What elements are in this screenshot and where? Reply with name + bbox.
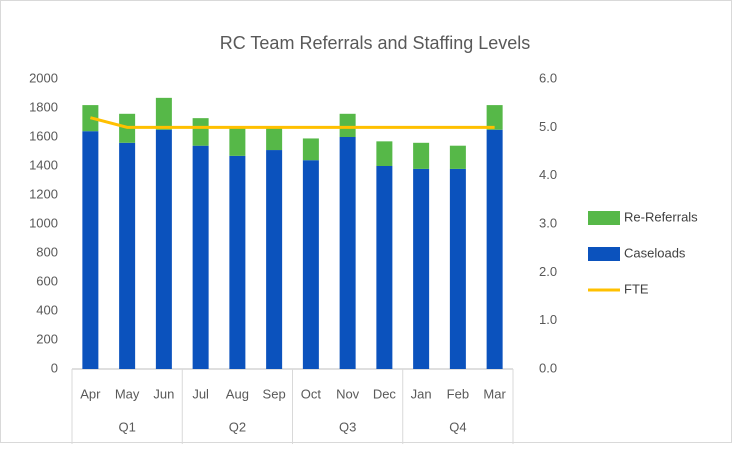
bar-segment [449,145,466,169]
y-tick-label: 1800 [29,99,58,114]
bar-segment [339,137,356,369]
y2-tick-label: 0.0 [539,360,557,375]
y2-tick-label: 3.0 [539,215,557,230]
y2-tick-label: 6.0 [539,70,557,85]
x-tick-label: Apr [80,386,101,401]
y2-tick-label: 5.0 [539,119,557,134]
bar-segment [82,131,99,369]
x-tick-label: Jul [192,386,209,401]
y-tick-label: 0 [51,360,58,375]
y-tick-label: 200 [36,331,58,346]
y2-tick-label: 4.0 [539,167,557,182]
x-tick-label: Oct [301,386,322,401]
bar-segment [413,168,430,369]
x-tick-label: Jun [153,386,174,401]
bar-segment [119,142,136,369]
bar-segment [486,105,503,130]
x-tick-label: May [115,386,140,401]
group-label: Q1 [118,419,135,434]
bar-segment [192,118,209,146]
chart-title: RC Team Referrals and Staffing Levels [220,33,531,53]
bar-segment [229,155,246,369]
bar-segment [266,150,283,369]
y-tick-label: 800 [36,244,58,259]
y-tick-label: 1600 [29,128,58,143]
y-tick-label: 2000 [29,70,58,85]
x-tick-label: Nov [336,386,360,401]
y-tick-label: 400 [36,302,58,317]
bar-segment [229,128,246,156]
bar-segment [155,97,172,130]
bar-segment [486,129,503,369]
y-tick-label: 1000 [29,215,58,230]
legend-swatch [588,211,620,225]
x-tick-label: Jan [411,386,432,401]
group-label: Q4 [449,419,466,434]
bar-segment [339,113,356,137]
bar-segment [192,145,209,369]
bar-segment [302,160,319,369]
legend-swatch [588,247,620,261]
x-tick-label: Sep [263,386,286,401]
y-tick-label: 1400 [29,157,58,172]
line-series [89,116,495,129]
bar-segment [413,142,430,169]
y2-tick-label: 1.0 [539,312,557,327]
legend-label: Re-Referrals [624,209,698,224]
bar-segment [376,166,393,369]
x-tick-label: Aug [226,386,249,401]
bar-segment [266,128,283,151]
y-tick-label: 1200 [29,186,58,201]
bar-segment [302,138,319,161]
legend-label: Caseloads [624,245,686,260]
x-tick-label: Mar [483,386,506,401]
x-tick-label: Feb [447,386,469,401]
bar-segment [155,129,172,369]
x-tick-label: Dec [373,386,397,401]
bar-segment [376,141,393,166]
y2-tick-label: 2.0 [539,264,557,279]
group-label: Q3 [339,419,356,434]
group-label: Q2 [229,419,246,434]
y-tick-label: 600 [36,273,58,288]
bar-segment [449,168,466,369]
legend-label: FTE [624,281,649,296]
